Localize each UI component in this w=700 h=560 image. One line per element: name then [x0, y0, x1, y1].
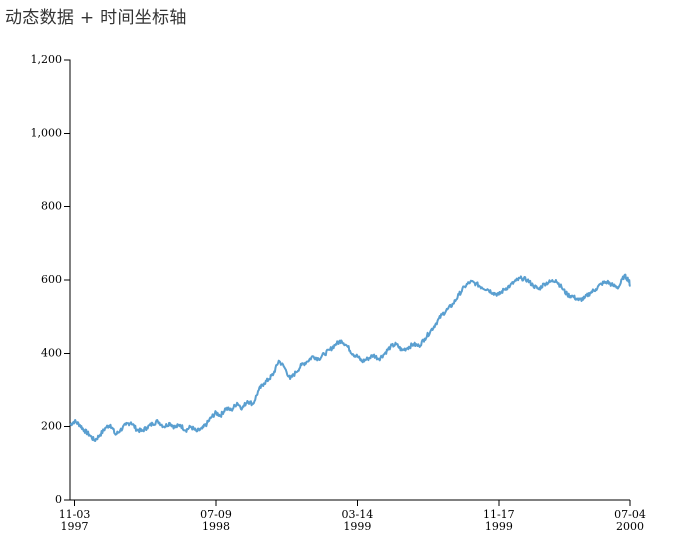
x-tick-label-date: 07-09 — [200, 508, 232, 521]
y-tick-label: 1,000 — [31, 126, 63, 139]
plot-area — [69, 273, 631, 442]
y-axis: 0 200 400 600 800 1,000 1,200 — [31, 53, 71, 506]
x-tick-label-year: 1998 — [202, 520, 230, 533]
x-tick-label-date: 03-14 — [342, 508, 374, 521]
x-tick-label-year: 2000 — [616, 520, 644, 533]
x-tick-label-date: 07-04 — [614, 508, 646, 521]
y-tick-label: 1,200 — [31, 53, 63, 66]
x-tick-label-date: 11-17 — [483, 508, 515, 521]
y-tick-label: 800 — [41, 200, 62, 213]
x-tick-label-year: 1999 — [343, 520, 371, 533]
x-tick-label-year: 1999 — [485, 520, 513, 533]
chart-title: 动态数据 + 时间坐标轴 — [5, 8, 187, 28]
series-line-value — [69, 273, 631, 442]
y-tick-label: 0 — [55, 493, 62, 506]
x-tick-label-year: 1997 — [61, 520, 89, 533]
y-tick-label: 600 — [41, 273, 62, 286]
y-tick-label: 400 — [41, 346, 62, 359]
x-axis: 11-03199707-09199803-14199911-17199907-0… — [59, 499, 646, 533]
x-tick-label-date: 11-03 — [59, 508, 91, 521]
y-tick-label: 200 — [41, 420, 62, 433]
